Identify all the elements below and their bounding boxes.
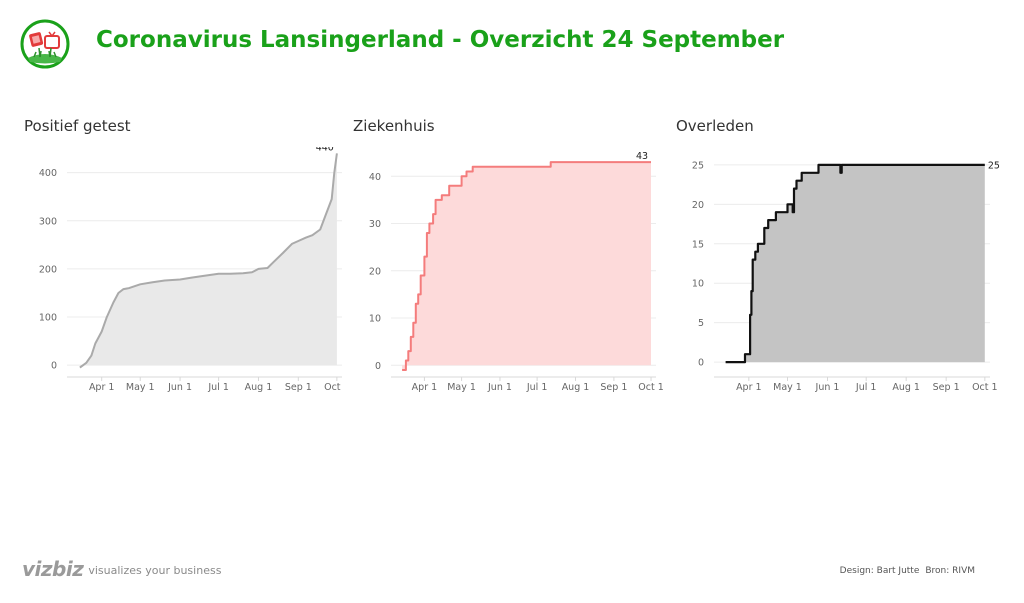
series-line (402, 161, 651, 371)
y-tick-label: 20 (692, 200, 704, 211)
end-value-label: 43 (636, 151, 648, 162)
y-tick-label: 5 (698, 318, 704, 329)
flowers-tv-logo-icon (20, 19, 70, 69)
x-tick-label: Jul 1 (207, 382, 229, 393)
x-tick-label: Sep 1 (933, 382, 960, 393)
x-tick-label: Jun 1 (815, 382, 840, 393)
y-tick-label: 25 (692, 160, 704, 171)
chart-title: Ziekenhuis (353, 117, 435, 135)
y-tick-label: 0 (375, 361, 381, 372)
x-tick-label: Jun 1 (487, 382, 512, 393)
x-tick-label: Oct 1 (972, 382, 998, 393)
x-tick-label: Apr 1 (412, 382, 438, 393)
y-tick-label: 40 (369, 172, 381, 183)
x-tick-label: Apr 1 (736, 382, 762, 393)
x-tick-label: May 1 (447, 382, 476, 393)
x-tick-label: Apr 1 (89, 382, 115, 393)
x-tick-label: Sep 1 (285, 382, 312, 393)
y-tick-label: 0 (51, 361, 57, 372)
x-tick-label: May 1 (126, 382, 155, 393)
credits: Design: Bart Jutte Bron: RIVM (840, 566, 975, 576)
end-value-label: 25 (988, 160, 1000, 171)
brand-mark: vizbiz (22, 557, 84, 581)
y-tick-label: 20 (369, 266, 381, 277)
series-area (725, 164, 985, 363)
y-tick-label: 15 (692, 239, 704, 250)
y-tick-label: 0 (698, 358, 704, 369)
y-tick-label: 400 (39, 168, 57, 179)
x-tick-label: Oct 1 (324, 382, 344, 393)
brand-tagline: visualizes your business (88, 564, 222, 577)
design-credit: Design: Bart Jutte (839, 566, 920, 576)
x-tick-label: Aug 1 (892, 382, 920, 393)
page-title: Coronavirus Lansingerland - Overzicht 24… (96, 27, 785, 53)
x-tick-label: Oct 1 (638, 382, 664, 393)
y-tick-label: 10 (369, 314, 381, 325)
series-area (79, 153, 337, 368)
x-tick-label: Aug 1 (562, 382, 590, 393)
y-tick-label: 30 (369, 219, 381, 230)
series-area (402, 162, 651, 370)
vizbiz-logo: vizbiz visualizes your business (22, 557, 221, 581)
chart-title: Positief getest (24, 117, 131, 135)
y-tick-label: 200 (39, 264, 57, 275)
x-tick-label: May 1 (773, 382, 802, 393)
x-tick-label: Jul 1 (526, 382, 548, 393)
positief-getest-chart: 0 100 200 300 400 Apr 1 May 1 Jun 1 Jul 1 Aug 1 Se… (39, 147, 344, 393)
ziekenhuis-chart: 0 10 20 30 40 Apr 1 May 1 Jun 1 Jul 1 Aug 1 Sep 1 O… (369, 151, 664, 393)
y-tick-label: 10 (692, 279, 704, 290)
end-value-label: 440 (316, 147, 334, 153)
series-line (725, 163, 985, 364)
y-tick-label: 300 (39, 216, 57, 227)
y-tick-label: 100 (39, 313, 57, 324)
x-tick-label: Jul 1 (855, 382, 877, 393)
overleden-chart: 0 5 10 15 20 25 Apr 1 May 1 Jun 1 Jul 1 Aug 1 Sep 1… (692, 160, 1000, 393)
source-credit: Bron: RIVM (925, 566, 975, 576)
series-line (79, 153, 338, 369)
x-tick-label: Sep 1 (600, 382, 627, 393)
x-tick-label: Aug 1 (245, 382, 273, 393)
chart-title: Overleden (676, 117, 754, 135)
x-tick-label: Jun 1 (167, 382, 192, 393)
